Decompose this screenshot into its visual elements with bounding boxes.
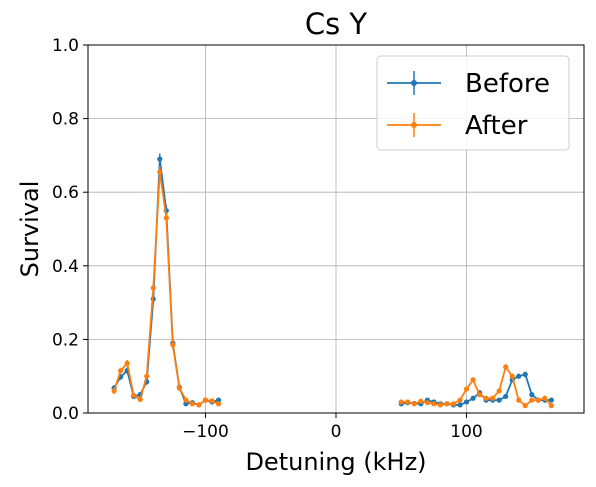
y-tick-label: 0.6 — [52, 183, 79, 203]
x-tick-label: 100 — [450, 422, 482, 442]
data-point — [131, 392, 137, 398]
legend-marker — [411, 122, 417, 128]
data-point — [457, 397, 463, 403]
data-point — [470, 395, 476, 401]
data-point — [124, 360, 130, 366]
data-point — [137, 396, 143, 402]
data-point — [548, 403, 554, 409]
data-point — [463, 386, 470, 392]
y-tick-label: 0.8 — [52, 110, 79, 130]
data-point — [202, 397, 209, 403]
data-point — [516, 373, 522, 379]
chart-title: Cs Y — [305, 7, 368, 41]
y-tick-label: 1.0 — [52, 36, 79, 56]
x-axis-label: Detuning (kHz) — [245, 448, 426, 476]
data-point — [183, 397, 189, 403]
data-point — [450, 401, 457, 407]
data-point — [483, 395, 489, 401]
data-point — [496, 388, 502, 394]
data-point — [542, 395, 548, 401]
data-point — [424, 400, 430, 406]
legend-item-before: Before — [387, 69, 550, 99]
data-point — [457, 402, 463, 408]
data-point — [150, 285, 156, 291]
data-point — [516, 397, 522, 403]
data-point — [163, 215, 169, 221]
data-point — [215, 397, 222, 403]
x-axis: −100 0 100 — [182, 413, 483, 442]
y-tick-label: 0.4 — [52, 257, 79, 277]
legend-label: Before — [465, 69, 550, 99]
data-point — [176, 385, 182, 391]
data-point — [405, 399, 411, 405]
y-tick-label: 0.0 — [52, 404, 79, 424]
data-point — [118, 368, 124, 374]
data-point — [111, 388, 117, 394]
data-point — [157, 169, 163, 175]
data-point — [196, 402, 202, 408]
data-point — [470, 377, 476, 383]
data-point — [444, 401, 450, 407]
y-axis-label: Survival — [16, 181, 44, 278]
series-after — [111, 166, 554, 409]
data-point — [522, 371, 528, 377]
data-point — [476, 392, 483, 398]
data-point — [503, 393, 509, 400]
data-point — [157, 156, 163, 162]
y-axis: 0.0 0.2 0.4 0.6 0.8 1.0 — [52, 36, 88, 424]
data-point — [522, 403, 528, 409]
data-point — [548, 397, 554, 403]
data-point — [215, 401, 222, 407]
legend-box — [376, 55, 570, 151]
data-point — [463, 399, 470, 405]
data-point — [529, 392, 535, 398]
x-tick-label: −100 — [182, 422, 229, 442]
legend-item-after: After — [387, 111, 528, 141]
data-point — [509, 373, 515, 379]
plot-area — [111, 153, 554, 409]
legend: Before After — [376, 55, 570, 151]
data-point — [144, 373, 150, 379]
data-point — [490, 395, 496, 401]
data-point — [529, 397, 535, 403]
data-point — [437, 402, 444, 408]
legend-marker — [411, 80, 417, 86]
data-point — [535, 397, 541, 403]
legend-label: After — [465, 111, 528, 141]
data-point — [418, 398, 424, 404]
data-point — [209, 398, 215, 404]
data-point — [398, 399, 404, 405]
data-point — [170, 342, 176, 348]
data-point — [431, 401, 437, 407]
data-point — [411, 401, 417, 407]
data-point — [189, 401, 196, 407]
data-point — [183, 401, 189, 407]
y-tick-label: 0.2 — [52, 330, 79, 350]
data-point — [503, 364, 509, 370]
data-point — [496, 397, 502, 403]
x-tick-label: 0 — [331, 422, 342, 442]
